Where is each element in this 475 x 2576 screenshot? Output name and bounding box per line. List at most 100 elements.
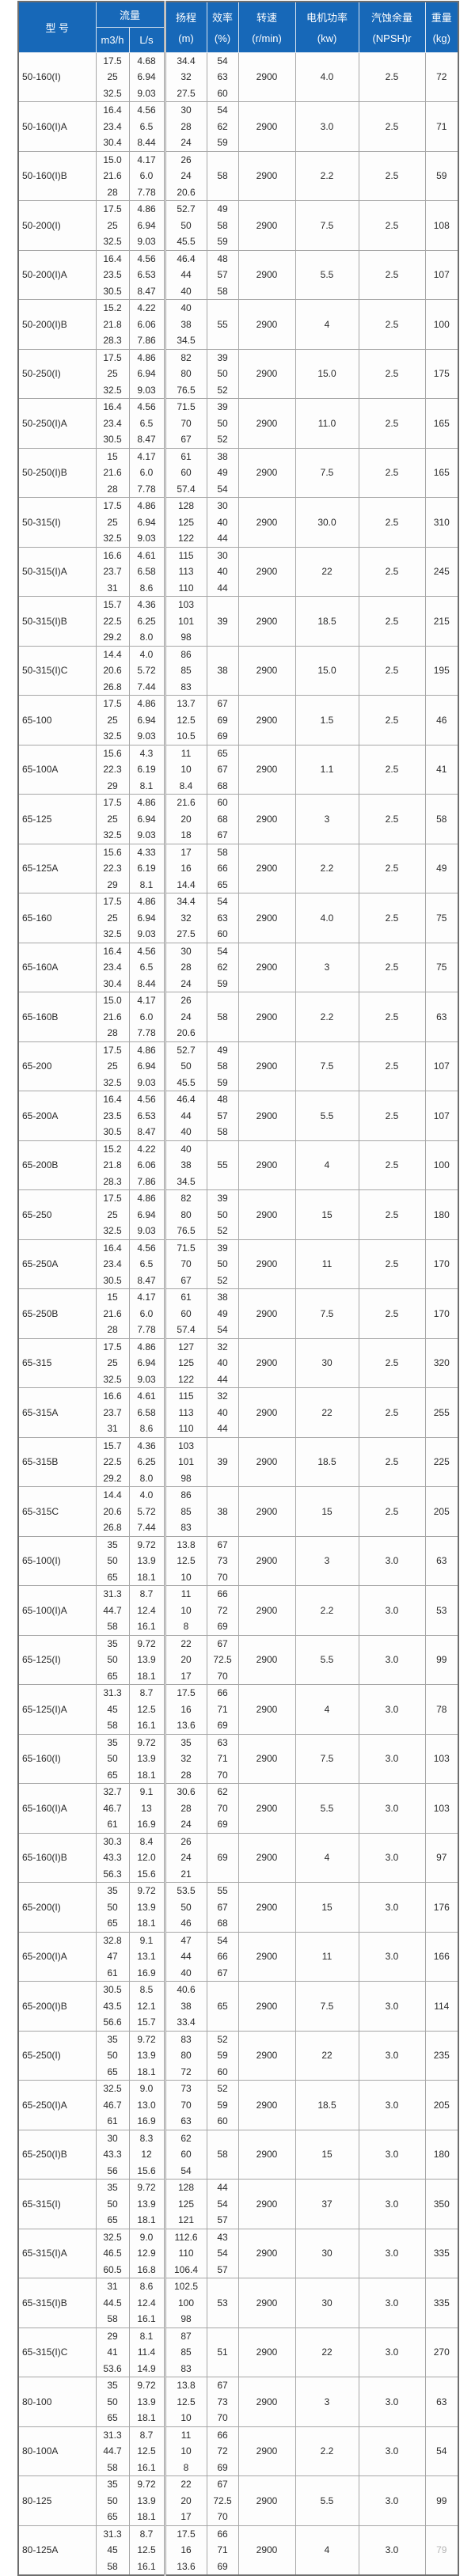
cell-power-value: 30 <box>321 2248 332 2259</box>
cell-flow-ls-value: 16.1 <box>137 2560 156 2572</box>
cell-head-value: 83 <box>180 2033 192 2045</box>
cell-flow-m3h: 32.5 46.5 60.5 <box>95 2228 130 2278</box>
cell-power: 15.0 <box>294 645 359 696</box>
cell-flow-m3h-value: 15.6 <box>103 846 122 858</box>
cell-head-value: 32 <box>180 912 192 924</box>
cell-flow-m3h-value: 46.7 <box>103 1802 122 1814</box>
cell-flow-m3h-value: 17.5 <box>103 896 122 908</box>
pump-spec-table: 型 号 流量 扬程 (m) 效率 (%) 转速 (r/min) <box>17 1 460 2576</box>
cell-npsh: 3.0 <box>358 2377 426 2427</box>
cell-speed-value: 2900 <box>256 269 278 281</box>
efficiency-value: 67 <box>217 764 228 776</box>
cell-flow-m3h: 17.5 25 32.5 <box>95 348 130 399</box>
cell-head: 61 60 57.4 <box>164 447 207 498</box>
cell-head-value: 85 <box>180 665 192 677</box>
cell-weight-value: 63 <box>436 1555 447 1567</box>
cell-power: 4 <box>294 2525 359 2576</box>
cell-flow-m3h-value: 28 <box>107 483 118 495</box>
cell-flow-ls-value: 18.1 <box>137 1571 156 1583</box>
cell-flow-m3h-value: 29.2 <box>103 1472 122 1484</box>
cell-flow-ls-value: 6.94 <box>137 1357 156 1369</box>
cell-power-value: 15 <box>321 1505 332 1517</box>
efficiency-value: 66 <box>217 1588 228 1600</box>
cell-flow-m3h-lines: 16.4 23.5 30.5 <box>97 1091 128 1140</box>
efficiency-value: 66 <box>217 1687 228 1699</box>
efficiency-value: 66 <box>217 863 228 874</box>
cell-power: 2.2 <box>294 843 359 893</box>
header-speed-unit: (r/min) <box>252 32 282 45</box>
cell-head-value: 10 <box>180 764 192 776</box>
cell-weight: 335 <box>424 2228 459 2278</box>
cell-speed: 2900 <box>238 1436 296 1487</box>
cell-weight-value: 59 <box>436 170 447 182</box>
cell-head-value: 83 <box>180 1522 192 1534</box>
cell-weight-value: 41 <box>436 764 447 776</box>
cell-flow-m3h-value: 17.5 <box>103 1193 122 1205</box>
cell-flow-ls-value: 8.0 <box>139 632 154 643</box>
cell-flow-ls-value: 8.5 <box>139 1984 154 1996</box>
table-row: 65-315 17.5 25 32.5 4.86 6.94 9.03 127 125 122 32 4… <box>17 1337 459 1388</box>
cell-efficiency: 54 66 67 <box>206 1931 239 1982</box>
model-value: 65-315 <box>22 1357 52 1369</box>
cell-flow-m3h-value: 58 <box>107 1720 118 1732</box>
cell-flow-m3h-value: 56.3 <box>103 1868 122 1880</box>
cell-flow-ls: 4.86 6.94 9.03 <box>128 794 166 844</box>
table-header: 型 号 流量 扬程 (m) 效率 (%) 转速 (r/min) <box>17 1 459 53</box>
cell-flow-ls-value: 4.56 <box>137 401 156 413</box>
cell-efficiency: 39 50 52 <box>206 348 239 399</box>
cell-flow-ls: 4.17 6.0 7.78 <box>128 992 166 1042</box>
model-value: 65-250(I)B <box>22 2149 67 2161</box>
cell-head-lines: 34.4 32 27.5 <box>166 53 207 101</box>
cell-weight: 107 <box>424 1041 459 1091</box>
cell-npsh: 2.5 <box>358 1337 426 1388</box>
cell-weight: 54 <box>424 2426 459 2476</box>
cell-head-lines: 47 44 40 <box>166 1933 207 1981</box>
cell-head: 26 24 20.6 <box>164 150 207 201</box>
table-row: 50-315(I) 17.5 25 32.5 4.86 6.94 9.03 128 125 122… <box>17 497 459 548</box>
cell-flow-m3h-value: 50 <box>107 1555 118 1567</box>
cell-weight-value: 63 <box>436 1011 447 1022</box>
cell-flow-ls-lines: 9.72 13.9 18.1 <box>130 2180 162 2228</box>
cell-flow-m3h-value: 31.3 <box>103 1687 122 1699</box>
cell-head: 30.6 28 24 <box>164 1783 207 1834</box>
cell-efficiency-lines: 54 66 67 <box>207 1933 238 1981</box>
efficiency-value: 52 <box>217 1225 228 1237</box>
efficiency-value: 53 <box>217 2297 228 2309</box>
cell-head-value: 61 <box>180 450 192 462</box>
cell-head-lines: 11 10 8.4 <box>166 745 207 794</box>
cell-head: 13.8 12.5 10 <box>164 1535 207 1586</box>
cell-npsh-value: 3.0 <box>385 2248 399 2259</box>
cell-head-value: 38 <box>180 2000 192 2012</box>
cell-weight-value: 100 <box>433 318 450 330</box>
cell-head-lines: 30.6 28 24 <box>166 1784 207 1832</box>
cell-npsh-value: 2.5 <box>385 1357 399 1369</box>
cell-npsh-value: 3.0 <box>385 2099 399 2111</box>
cell-head: 30 28 24 <box>164 942 207 992</box>
cell-speed: 2900 <box>238 1981 296 2032</box>
cell-flow-ls-value: 4.17 <box>137 1292 156 1303</box>
cell-power: 4.0 <box>294 51 359 102</box>
cell-power-value: 5.5 <box>320 269 334 281</box>
cell-weight: 75 <box>424 942 459 992</box>
cell-head-lines: 86 85 83 <box>166 1487 207 1535</box>
header-model-label: 型 号 <box>45 21 70 34</box>
cell-power-value: 2.2 <box>320 1604 334 1616</box>
cell-weight-value: 310 <box>433 516 450 528</box>
cell-flow-m3h-value: 32.8 <box>103 1934 122 1946</box>
cell-head-value: 13.8 <box>177 1538 196 1550</box>
cell-power-value: 7.5 <box>320 467 334 479</box>
cell-npsh-value: 3.0 <box>385 2149 399 2161</box>
efficiency-value: 54 <box>217 2248 228 2259</box>
cell-model: 50-250(I)B <box>17 447 97 498</box>
cell-npsh-value: 2.5 <box>385 516 399 528</box>
cell-model: 65-250B <box>17 1288 97 1339</box>
cell-flow-ls-value: 4.61 <box>137 549 156 561</box>
cell-npsh: 3.0 <box>358 1733 426 1784</box>
cell-flow-m3h-lines: 17.5 25 32.5 <box>97 498 128 546</box>
cell-head-lines: 62 60 54 <box>166 2130 207 2179</box>
cell-npsh-value: 2.5 <box>385 219 399 231</box>
cell-weight-value: 235 <box>433 2050 450 2062</box>
cell-head-value: 103 <box>178 599 195 611</box>
cell-efficiency: 38 <box>206 645 239 696</box>
cell-flow-m3h-value: 17.5 <box>103 500 122 512</box>
